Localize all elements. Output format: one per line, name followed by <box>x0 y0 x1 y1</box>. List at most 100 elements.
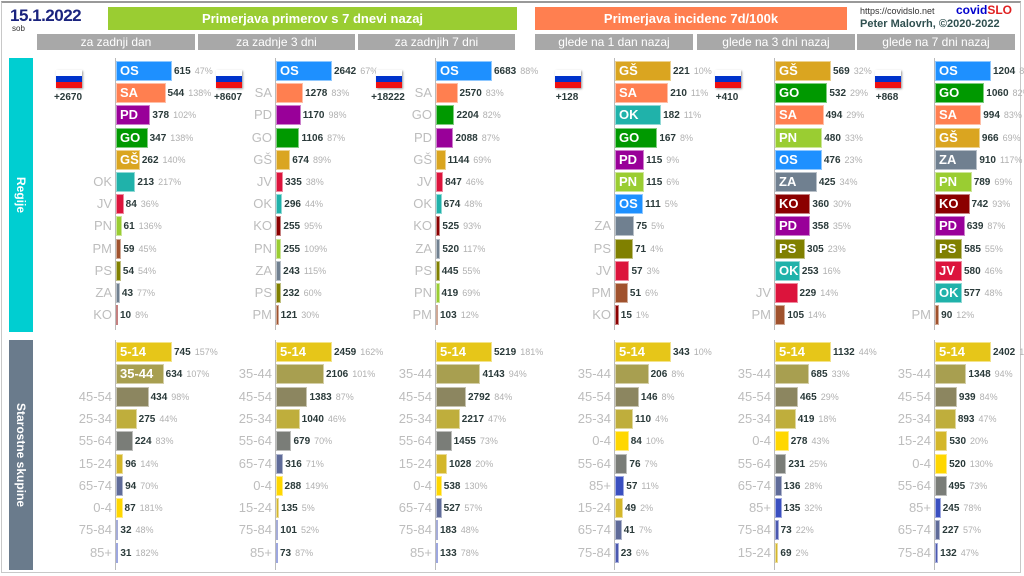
value: 96 <box>125 458 137 470</box>
value-label: 90 12% <box>941 305 974 325</box>
axis-line <box>614 58 615 330</box>
value: 939 <box>958 391 976 403</box>
value-label: 2204 82% <box>456 105 500 125</box>
value-label: 253 16% <box>802 261 841 281</box>
percent-change: 47% <box>488 413 507 424</box>
category-label: 85+ <box>908 500 931 516</box>
bar-regions <box>615 194 644 215</box>
value: 41 <box>623 525 635 537</box>
value-label: 520 130% <box>949 454 993 474</box>
value: 994 <box>983 110 1000 122</box>
value-label: 115 9% <box>646 150 679 170</box>
value-label: 136 28% <box>784 476 823 496</box>
value-label: 966 69% <box>982 128 1021 148</box>
value: 115 <box>646 177 663 188</box>
value: 525 <box>442 221 460 233</box>
value: 59 <box>123 243 135 255</box>
bar-label: KO <box>779 196 799 212</box>
bar-regions <box>615 216 634 237</box>
bar-ages <box>775 498 782 519</box>
value-label: 525 93% <box>442 216 481 236</box>
category-label: JV <box>256 174 272 189</box>
category-label: JV <box>416 174 432 189</box>
bar-regions <box>935 283 962 303</box>
bar-regions <box>775 61 831 81</box>
value: 224 <box>134 436 152 448</box>
bar-regions <box>775 260 800 281</box>
value-label: 2402181% <box>993 342 1024 362</box>
value-label: 76 7% <box>629 454 657 474</box>
value: 245 <box>942 503 960 515</box>
category-label: 75-84 <box>897 544 931 560</box>
bar-label: GŠ <box>619 63 638 78</box>
value: 5219 <box>494 347 517 358</box>
axis-line <box>115 340 116 570</box>
value-label: 910 117% <box>979 150 1022 170</box>
site-url[interactable]: https://covidslo.net <box>860 6 935 16</box>
section-regions: Regije <box>9 58 33 332</box>
value: 255 <box>283 221 301 233</box>
percent-change: 20% <box>970 436 989 447</box>
value-label: 59 45% <box>123 239 156 259</box>
value-label: 146 8% <box>641 387 675 407</box>
value-label: 2792 84% <box>468 387 512 407</box>
bar-label: SA <box>939 107 958 123</box>
bar-regions <box>276 127 300 148</box>
percent-change: 20% <box>475 458 494 469</box>
value-label: 255 95% <box>283 216 322 236</box>
value: 745 <box>174 347 191 358</box>
category-label: 55-64 <box>577 455 611 471</box>
value-label: 32 48% <box>120 520 153 540</box>
bar-ages <box>276 542 278 563</box>
subtitle-1: za zadnji dan <box>37 34 195 50</box>
value-label: 94 70% <box>125 476 158 496</box>
percent-change: 23% <box>827 243 846 254</box>
percent-change: 9% <box>666 154 680 165</box>
value-label: 262 140% <box>142 150 186 170</box>
percent-change: 29% <box>850 88 869 99</box>
bar-regions <box>276 149 291 170</box>
bar-ages <box>436 408 460 429</box>
bar-regions <box>935 105 982 126</box>
value: 893 <box>957 413 975 425</box>
percent-change: 82% <box>1012 88 1024 99</box>
bar-regions <box>775 105 824 126</box>
percent-change: 3% <box>646 265 660 276</box>
value: 358 <box>812 221 829 233</box>
axis-line <box>275 58 276 330</box>
value: 2106 <box>325 369 349 381</box>
title-incidence: Primerjava incidenc 7d/100k <box>535 7 847 30</box>
value-label: 1040 46% <box>302 409 346 429</box>
percent-change: 102% <box>173 110 197 121</box>
percent-change: 52% <box>300 525 319 536</box>
value: 1278 <box>305 88 328 100</box>
category-label: 35-44 <box>577 366 611 382</box>
value-label: 101 52% <box>280 520 319 540</box>
percent-change: 88% <box>520 66 539 76</box>
percent-change: 73% <box>969 480 988 491</box>
percent-change: 83% <box>155 436 174 447</box>
value-label: 347 138% <box>150 128 194 148</box>
value: 679 <box>293 436 311 448</box>
bar-regions <box>436 216 441 237</box>
value-label: 84 10% <box>631 431 664 451</box>
category-label: 55-64 <box>238 433 272 449</box>
bar-ages <box>436 475 442 496</box>
category-label: 85+ <box>89 544 112 560</box>
value-label: 2088 87% <box>455 128 499 148</box>
value: 847 <box>445 177 462 188</box>
value-label: 224 83% <box>135 431 174 451</box>
value-label: 360 30% <box>812 194 851 214</box>
category-label: 55-64 <box>737 455 771 471</box>
category-label: 85+ <box>588 477 611 493</box>
value-label: 425 34% <box>819 172 858 192</box>
axis-line <box>934 340 935 570</box>
bar-label: OS <box>779 151 798 167</box>
percent-change: 95% <box>304 221 323 232</box>
value-label: 580 46% <box>964 261 1003 281</box>
value-label: 10 8% <box>120 305 148 325</box>
value-label: 51 6% <box>630 283 658 303</box>
bar-ages <box>935 498 941 519</box>
bar-ages <box>935 453 948 474</box>
bar-regions <box>775 216 811 237</box>
